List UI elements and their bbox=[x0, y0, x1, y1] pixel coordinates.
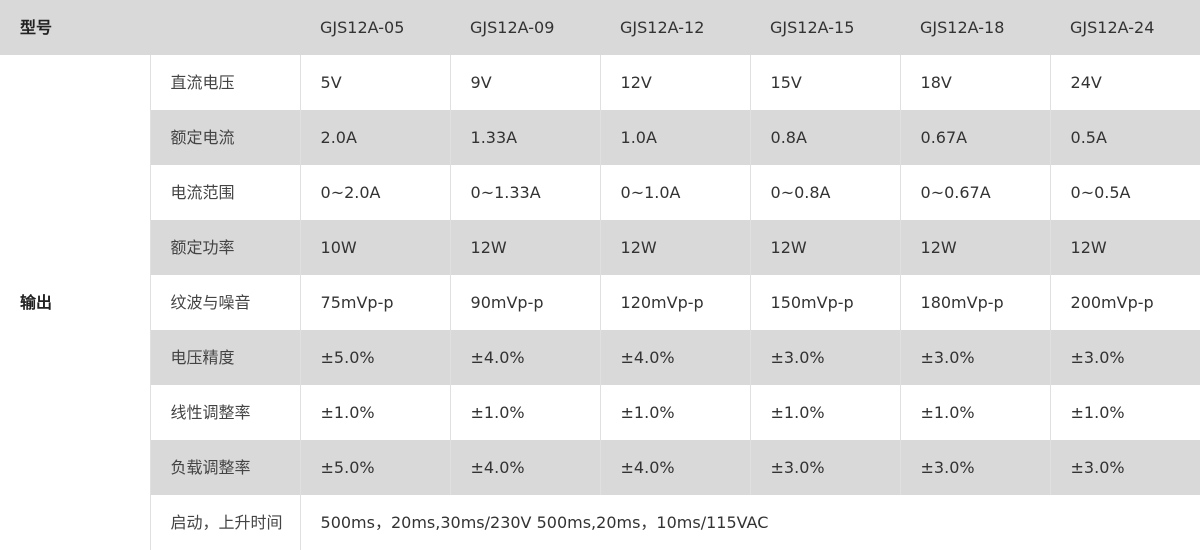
value-cell: 10W bbox=[299, 220, 451, 275]
model-header-cell: GJS12A-18 bbox=[900, 0, 1051, 55]
value-cell: 15V bbox=[749, 55, 901, 110]
value-cell: ±3.0% bbox=[749, 440, 901, 495]
value-cell: ±1.0% bbox=[749, 385, 901, 440]
value-cell: ±1.0% bbox=[899, 385, 1051, 440]
value-cell: 150mVp-p bbox=[749, 275, 901, 330]
model-header-cell: GJS12A-24 bbox=[1050, 0, 1200, 55]
value-cell: 5V bbox=[299, 55, 451, 110]
param-label: 额定功率 bbox=[149, 220, 301, 275]
table-row: 电压精度 ±5.0% ±4.0% ±4.0% ±3.0% ±3.0% ±3.0% bbox=[0, 330, 1200, 385]
value-cell: ±1.0% bbox=[449, 385, 601, 440]
value-cell: 1.33A bbox=[449, 110, 601, 165]
param-label: 电压精度 bbox=[149, 330, 301, 385]
value-cell: 120mVp-p bbox=[599, 275, 751, 330]
value-cell: 0.67A bbox=[899, 110, 1051, 165]
table-row: 电流范围 0~2.0A 0~1.33A 0~1.0A 0~0.8A 0~0.67A 0~0.… bbox=[0, 165, 1200, 220]
header-row: 型号 GJS12A-05 GJS12A-09 GJS12A-12 GJS12A-… bbox=[0, 0, 1200, 55]
group-label: 输出 bbox=[0, 55, 150, 550]
value-cell: ±3.0% bbox=[899, 440, 1051, 495]
value-cell: ±3.0% bbox=[749, 330, 901, 385]
param-label: 线性调整率 bbox=[149, 385, 301, 440]
value-cell: 12W bbox=[749, 220, 901, 275]
table-row: 额定功率 10W 12W 12W 12W 12W 12W bbox=[0, 220, 1200, 275]
table-row: 纹波与噪音 75mVp-p 90mVp-p 120mVp-p 150mVp-p 180mV… bbox=[0, 275, 1200, 330]
model-header-cell: GJS12A-05 bbox=[300, 0, 451, 55]
param-label: 启动，上升时间 bbox=[149, 495, 301, 550]
value-cell: 12W bbox=[1049, 220, 1200, 275]
value-cell: 0~0.67A bbox=[899, 165, 1051, 220]
model-header-label: 型号 bbox=[0, 0, 301, 55]
value-cell: 18V bbox=[899, 55, 1051, 110]
value-cell: ±3.0% bbox=[1049, 440, 1200, 495]
value-cell: 12V bbox=[599, 55, 751, 110]
table-row: 输出 直流电压 5V 9V 12V 15V 18V 24V bbox=[0, 55, 1200, 550]
param-label: 负载调整率 bbox=[149, 440, 301, 495]
value-cell: ±4.0% bbox=[599, 440, 751, 495]
param-label: 直流电压 bbox=[149, 55, 301, 110]
value-cell: 12W bbox=[899, 220, 1051, 275]
value-cell: 0~0.8A bbox=[749, 165, 901, 220]
value-cell: 1.0A bbox=[599, 110, 751, 165]
value-cell: 0~0.5A bbox=[1049, 165, 1200, 220]
model-header-cell: GJS12A-12 bbox=[600, 0, 751, 55]
value-cell: ±5.0% bbox=[299, 330, 451, 385]
value-cell: 0.5A bbox=[1049, 110, 1200, 165]
value-cell: 180mVp-p bbox=[899, 275, 1051, 330]
startup-time-value: 500ms，20ms,30ms/230V 500ms,20ms，10ms/115… bbox=[299, 495, 1200, 550]
value-cell: 200mVp-p bbox=[1049, 275, 1200, 330]
value-cell: 12W bbox=[449, 220, 601, 275]
table-row: 负载调整率 ±5.0% ±4.0% ±4.0% ±3.0% ±3.0% ±3.0% bbox=[0, 440, 1200, 495]
value-cell: 24V bbox=[1049, 55, 1200, 110]
value-cell: ±4.0% bbox=[449, 440, 601, 495]
param-label: 电流范围 bbox=[149, 165, 301, 220]
value-cell: 0~1.0A bbox=[599, 165, 751, 220]
value-cell: 2.0A bbox=[299, 110, 451, 165]
model-header-cell: GJS12A-15 bbox=[750, 0, 901, 55]
param-label: 纹波与噪音 bbox=[149, 275, 301, 330]
value-cell: ±5.0% bbox=[299, 440, 451, 495]
value-cell: ±1.0% bbox=[299, 385, 451, 440]
param-label: 额定电流 bbox=[149, 110, 301, 165]
value-cell: ±3.0% bbox=[899, 330, 1051, 385]
value-cell: ±1.0% bbox=[599, 385, 751, 440]
value-cell: 12W bbox=[599, 220, 751, 275]
value-cell: ±4.0% bbox=[449, 330, 601, 385]
value-cell: 0~2.0A bbox=[299, 165, 451, 220]
value-cell: 0.8A bbox=[749, 110, 901, 165]
table-row: 线性调整率 ±1.0% ±1.0% ±1.0% ±1.0% ±1.0% ±1.0% bbox=[0, 385, 1200, 440]
value-cell: 0~1.33A bbox=[449, 165, 601, 220]
table-row: 额定电流 2.0A 1.33A 1.0A 0.8A 0.67A 0.5A bbox=[0, 110, 1200, 165]
value-cell: ±3.0% bbox=[1049, 330, 1200, 385]
value-cell: ±4.0% bbox=[599, 330, 751, 385]
value-cell: 75mVp-p bbox=[299, 275, 451, 330]
value-cell: ±1.0% bbox=[1049, 385, 1200, 440]
model-header-cell: GJS12A-09 bbox=[450, 0, 601, 55]
value-cell: 9V bbox=[449, 55, 601, 110]
value-cell: 90mVp-p bbox=[449, 275, 601, 330]
table-row: 启动，上升时间 500ms，20ms,30ms/230V 500ms,20ms，1… bbox=[0, 495, 1200, 550]
